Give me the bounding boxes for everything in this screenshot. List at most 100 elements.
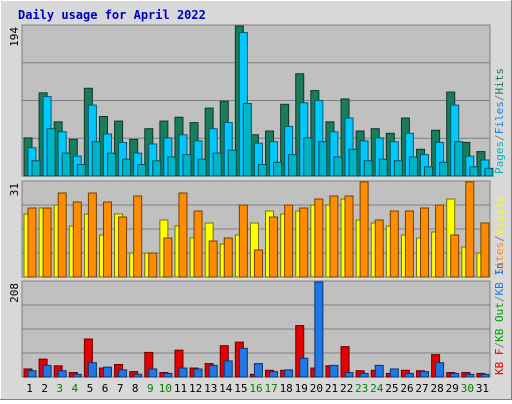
bar-kb_in bbox=[72, 373, 82, 378]
bar-sites bbox=[42, 207, 52, 278]
bar-sites bbox=[102, 201, 112, 278]
bar-pages bbox=[333, 156, 343, 177]
bar-sites bbox=[133, 195, 143, 278]
bar-sites bbox=[359, 181, 369, 278]
bar-kb_in bbox=[480, 373, 490, 378]
bar-kb_in bbox=[57, 370, 67, 378]
legend-entry: KB F bbox=[493, 349, 506, 376]
bar-kb_in bbox=[329, 364, 339, 378]
bar-kb_in bbox=[269, 371, 279, 378]
bar-sites bbox=[404, 210, 414, 278]
bar-kb_in bbox=[344, 372, 354, 378]
bar-kb_in bbox=[133, 373, 143, 378]
bar-kb_in bbox=[253, 363, 263, 378]
bar-pages bbox=[408, 156, 418, 177]
x-tick-label: 12 bbox=[189, 382, 202, 395]
day-labels: 1 2 3 4 5 6 7 8 9 10 11 12 13 14 15 16 17 18 19 20 21 22 23 24 2… bbox=[26, 382, 489, 395]
bar-sites bbox=[72, 201, 82, 278]
bar-sites bbox=[57, 192, 67, 278]
bar-pages bbox=[61, 152, 71, 177]
x-tick-label: 9 bbox=[147, 382, 154, 395]
x-tick-label: 8 bbox=[132, 382, 139, 395]
x-tick-label: 29 bbox=[446, 382, 459, 395]
bar-kb_in bbox=[27, 370, 37, 378]
x-tick-label: 14 bbox=[219, 382, 233, 395]
bar-pages bbox=[197, 158, 207, 177]
bar-sites bbox=[238, 204, 248, 278]
bar-kb_in bbox=[284, 369, 294, 378]
bar-sites bbox=[27, 207, 37, 278]
bar-sites bbox=[299, 207, 309, 278]
bar-pages bbox=[348, 148, 358, 177]
x-tick-label: 24 bbox=[370, 382, 384, 395]
bar-sites bbox=[208, 240, 218, 278]
legend-entry: / bbox=[493, 235, 506, 242]
bar-sites bbox=[465, 181, 475, 278]
bar-kb_in bbox=[102, 366, 112, 378]
legend: KB F/KB Out/KB In bbox=[493, 262, 506, 375]
bar-sites bbox=[87, 192, 97, 278]
bar-kb_in bbox=[118, 369, 128, 378]
x-tick-label: 18 bbox=[280, 382, 293, 395]
bar-kb_in bbox=[450, 372, 460, 378]
x-tick-label: 13 bbox=[204, 382, 217, 395]
bar-kb_in bbox=[374, 364, 384, 378]
bar-pages bbox=[182, 154, 192, 177]
bar-kb_in bbox=[389, 368, 399, 378]
legend-entry: Sites bbox=[493, 242, 506, 275]
bar-kb_in bbox=[208, 364, 218, 378]
bar-pages bbox=[227, 149, 237, 177]
bar-pages bbox=[484, 167, 494, 177]
x-tick-label: 27 bbox=[415, 382, 428, 395]
bar-sites bbox=[314, 198, 324, 278]
bar-pages bbox=[257, 164, 267, 177]
y-max-label: 194 bbox=[8, 27, 21, 47]
bar-pages bbox=[137, 164, 147, 177]
bar-sites bbox=[223, 237, 233, 278]
x-tick-label: 26 bbox=[400, 382, 413, 395]
x-tick-label: 21 bbox=[325, 382, 338, 395]
bar-sites bbox=[163, 237, 173, 278]
legend-entry: Files bbox=[493, 101, 506, 134]
x-tick-label: 28 bbox=[431, 382, 444, 395]
bar-kb_in bbox=[238, 347, 248, 378]
bar-kb_in bbox=[359, 372, 369, 378]
bar-sites bbox=[329, 195, 339, 278]
bar-kb_in bbox=[193, 368, 203, 378]
bar-pages bbox=[273, 161, 283, 177]
bar-pages bbox=[106, 152, 116, 177]
bar-pages bbox=[242, 103, 252, 177]
x-tick-label: 25 bbox=[385, 382, 398, 395]
bar-sites bbox=[420, 207, 430, 278]
bar-sites bbox=[389, 210, 399, 278]
bar-sites bbox=[178, 192, 188, 278]
x-tick-label: 19 bbox=[295, 382, 308, 395]
x-tick-label: 7 bbox=[117, 382, 124, 395]
bar-sites bbox=[148, 252, 158, 278]
bar-kb_in bbox=[87, 362, 97, 378]
bar-sites bbox=[193, 210, 203, 278]
legend-entry: / bbox=[493, 342, 506, 349]
bar-pages bbox=[46, 128, 56, 177]
x-tick-label: 4 bbox=[72, 382, 79, 395]
x-tick-label: 5 bbox=[87, 382, 94, 395]
x-tick-label: 30 bbox=[461, 382, 474, 395]
bar-kb_in bbox=[465, 373, 475, 378]
legend-entry: / bbox=[493, 134, 506, 141]
bar-pages bbox=[318, 141, 328, 177]
bar-pages bbox=[469, 166, 479, 177]
bar-kb_in bbox=[42, 364, 52, 378]
x-tick-label: 15 bbox=[234, 382, 247, 395]
x-tick-label: 16 bbox=[249, 382, 262, 395]
bar-sites bbox=[450, 234, 460, 278]
x-tick-label: 10 bbox=[159, 382, 172, 395]
legend-entry: / bbox=[493, 95, 506, 102]
bar-pages bbox=[454, 141, 464, 177]
x-tick-label: 3 bbox=[56, 382, 63, 395]
bar-kb_in bbox=[223, 360, 233, 378]
bar-pages bbox=[212, 152, 222, 177]
x-tick-label: 6 bbox=[102, 382, 109, 395]
